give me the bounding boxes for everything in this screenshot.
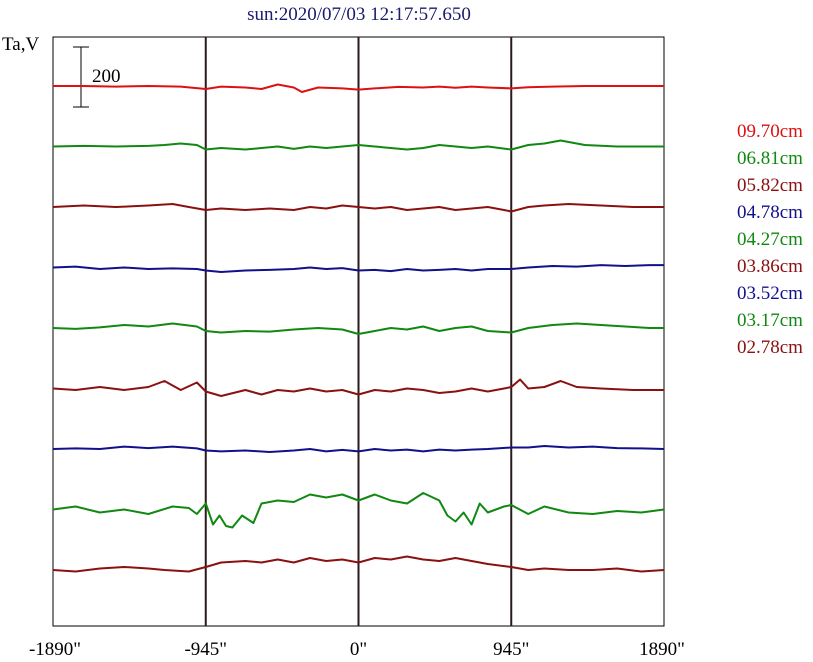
legend-entry: 04.78cm — [737, 202, 803, 223]
series-line-03.17cm — [52, 492, 665, 529]
x-tick-label: 0" — [350, 639, 367, 660]
legend-entry: 04.27cm — [737, 229, 803, 250]
series-line-06.81cm — [52, 139, 664, 151]
y-axis-label: Ta,V — [2, 34, 39, 55]
x-tick-labels: -1890" -945" 0" 945" 1890" — [29, 639, 685, 660]
series-line-04.27cm — [52, 322, 664, 335]
series-line-03.52cm — [52, 445, 665, 453]
scale-bar: 200 — [73, 46, 121, 108]
scale-bar-label: 200 — [92, 66, 121, 87]
legend-entry: 03.86cm — [737, 256, 803, 277]
legend-entry: 03.17cm — [737, 310, 803, 331]
x-tick-label: 1890" — [639, 639, 685, 660]
series-line-09.70cm — [53, 83, 664, 93]
series-line-05.82cm — [52, 203, 664, 213]
legend-entry: 02.78cm — [737, 337, 803, 358]
legend-entry: 03.52cm — [737, 283, 803, 304]
x-tick-label: 945" — [493, 639, 529, 660]
legend-entry: 06.81cm — [737, 148, 803, 169]
series-layer — [52, 83, 665, 573]
legend-entry: 09.70cm — [737, 121, 803, 142]
series-line-04.78cm — [52, 264, 664, 273]
chart-title: sun:2020/07/03 12:17:57.650 — [247, 4, 471, 25]
x-tick-label: -945" — [184, 639, 227, 660]
series-line-03.86cm — [52, 378, 664, 397]
series-line-02.78cm — [52, 555, 665, 573]
x-tick-label: -1890" — [29, 639, 81, 660]
legend-entry: 05.82cm — [737, 175, 803, 196]
legend: 09.70cm 06.81cm 05.82cm 04.78cm 04.27cm 03.86… — [737, 121, 803, 358]
